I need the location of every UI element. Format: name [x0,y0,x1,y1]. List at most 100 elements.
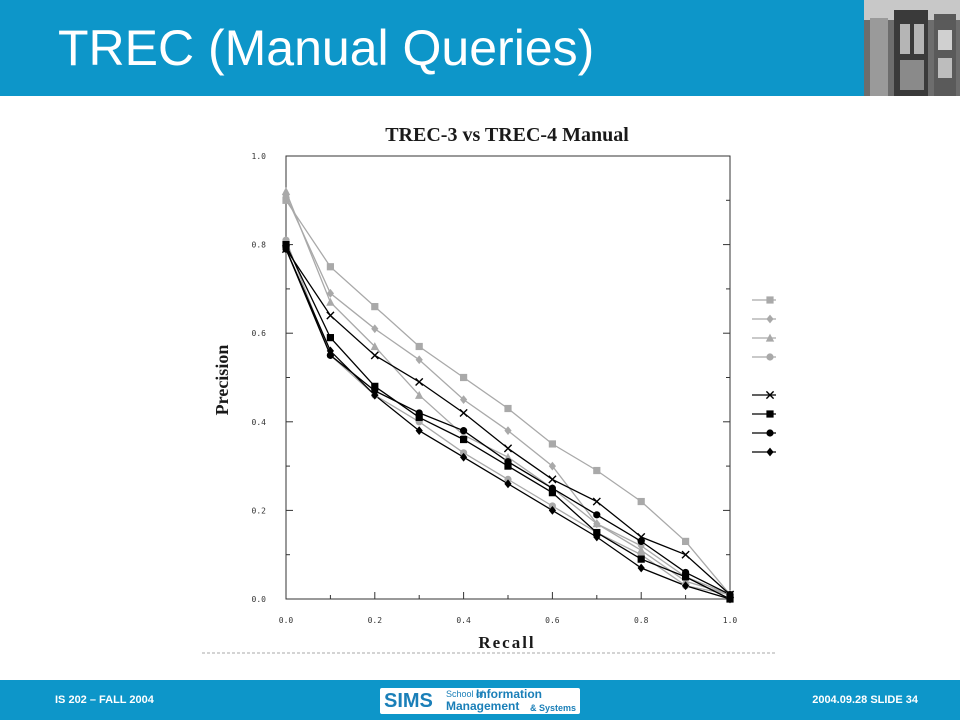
series-2-point [548,461,556,471]
sims-logo: SIMS School of Information Management & … [380,688,580,714]
series-8-point [326,346,334,356]
series-7-point [682,568,690,577]
logo-school-of: School of [446,689,484,699]
logo-systems: & Systems [530,703,577,713]
series-1-point [326,263,334,271]
series-8-point [593,532,601,542]
series-1-point [282,196,290,204]
series-4-point [548,502,556,510]
series-8-point [460,452,468,462]
series-7-point [415,409,423,417]
y-tick-label: 0.8 [252,241,267,250]
series-1-point [504,404,512,413]
series-5-point [548,475,557,484]
series-7-point [593,511,601,519]
series-8-point [504,479,512,489]
series-6-point [548,489,556,497]
precision-recall-chart: TREC-3 vs TREC-4 Manual Precision Recall… [200,118,778,658]
chart-title: TREC-3 vs TREC-4 Manual [385,124,629,146]
series-8-point [726,594,734,604]
series-5-point [370,351,379,360]
series-5-point [415,377,424,387]
x-tick-label: 0.8 [634,616,649,625]
slide-title: TREC (Manual Queries) [58,20,595,76]
series-2-point [415,355,423,365]
slide-header: TREC (Manual Queries) [0,0,960,96]
legend-marker-8 [766,447,774,457]
logo-information: Information [476,687,542,701]
legend-marker-1 [766,296,774,304]
legend-marker-5 [765,390,775,400]
series-6-point [282,241,290,249]
series-2-point [326,288,334,298]
series-2-point [371,324,379,334]
series-8-point [282,244,290,254]
legend-marker-6 [766,410,774,418]
series-4-point [460,449,468,457]
x-tick-label: 0.4 [456,616,471,625]
series-1-point [371,303,379,311]
legend-marker-4 [766,353,774,361]
series-7-point [637,537,645,546]
series-3-point [592,519,601,528]
series-5-point [459,408,468,418]
series-3-point [370,342,379,351]
course-label: IS 202 – FALL 2004 [55,694,154,706]
series-3-point [326,297,335,306]
x-tick-label: 1.0 [723,616,738,625]
series-6-point [504,462,512,470]
series-1-point [548,440,556,448]
sims-logo-subtitle: School of Information Management & Syste… [446,687,578,713]
series-6-point [326,334,334,342]
series-6-point [682,573,690,581]
y-tick-label: 0.4 [252,418,267,427]
series-1-point [682,537,690,546]
series-2-point [282,191,290,201]
x-tick-label: 0.6 [545,616,560,625]
series-8-point [371,390,379,400]
series-5-point [326,311,335,320]
series-4-point [504,475,512,483]
slide-footer: IS 202 – FALL 2004 SIMS School of Inform… [0,680,960,720]
series-3-point [415,390,424,399]
series-8-point [637,563,645,573]
series-1-point [637,497,645,506]
series-7-point [548,484,556,492]
series-3-point [281,187,291,196]
series-1-point [415,342,423,351]
series-6-point [371,382,379,390]
series-7-point [371,387,379,395]
legend-marker-3 [765,333,775,342]
series-7-point [460,427,468,435]
x-tick-label: 0.2 [368,616,383,625]
series-7-point [326,351,334,359]
series-8-point [415,426,423,436]
series-6-point [415,413,423,421]
sims-logo-word: SIMS [384,690,433,712]
series-1-point [460,373,468,382]
x-axis-label: Recall [478,633,535,652]
series-5-point [592,497,601,506]
y-tick-label: 0.0 [252,595,267,604]
x-tick-label: 0.0 [279,616,294,625]
series-2-point [460,395,468,405]
series-6-point [593,528,601,537]
series-1-point [593,466,601,475]
y-tick-label: 0.6 [252,329,267,338]
series-8-point [548,506,556,515]
legend-marker-7 [766,429,774,437]
building-photo [864,0,960,96]
series-2-point [504,426,512,436]
series-6-point [637,555,645,563]
series-8-point [682,581,690,591]
y-tick-label: 0.2 [252,506,267,515]
logo-management: Management [446,699,520,713]
slide-number-label: 2004.09.28 SLIDE 34 [812,694,918,706]
series-6-point [460,435,468,444]
y-tick-label: 1.0 [252,152,267,161]
chart-panel: TREC-3 vs TREC-4 Manual Precision Recall… [200,118,778,658]
y-axis-label: Precision [212,345,232,416]
series-5-point [681,550,690,559]
series-7-point [726,590,734,599]
series-7-point [504,458,512,466]
